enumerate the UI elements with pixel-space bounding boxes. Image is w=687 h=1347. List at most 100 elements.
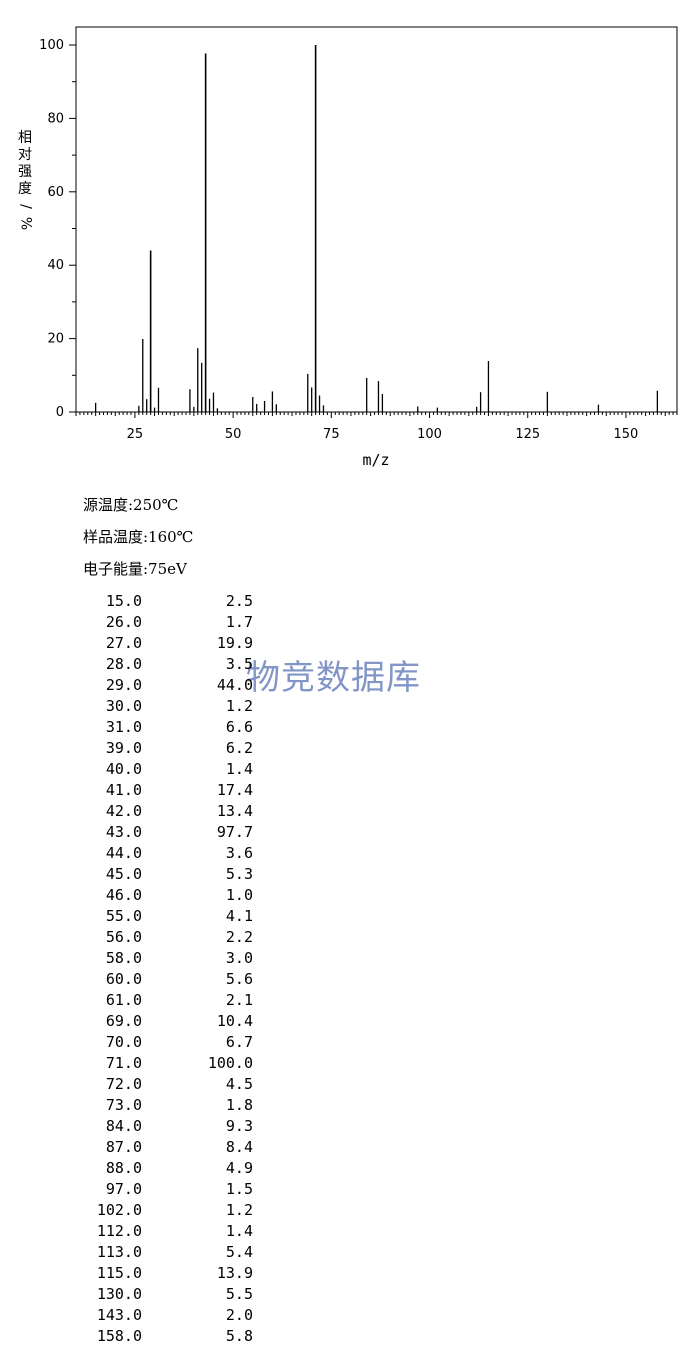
peak-mz: 70.0 (105, 1033, 142, 1051)
x-tick-label: 50 (225, 427, 242, 442)
peak-row: 43.0 97.7 (84, 822, 253, 843)
peak-mz: 40.0 (105, 760, 142, 778)
peak-row: 60.0 5.6 (84, 969, 253, 990)
peak-mz: 71.0 (105, 1054, 142, 1072)
peak-mz: 88.0 (105, 1159, 142, 1177)
peak-intensity: 1.4 (225, 1222, 253, 1240)
peak-mz: 46.0 (105, 886, 142, 904)
peak-row: 30.0 1.2 (84, 696, 253, 717)
peak-intensity: 1.7 (225, 613, 253, 631)
peak-row: 45.0 5.3 (84, 864, 253, 885)
peak-row: 61.0 2.1 (84, 990, 253, 1011)
y-tick-label: 0 (56, 405, 64, 420)
peak-row: 58.0 3.0 (84, 948, 253, 969)
peak-intensity: 5.8 (225, 1327, 253, 1345)
x-axis-label: m/z (362, 451, 389, 469)
peak-row: 55.0 4.1 (84, 906, 253, 927)
peak-row: 130.0 5.5 (84, 1284, 253, 1305)
x-tick-label: 75 (323, 427, 340, 442)
peak-row: 70.0 6.7 (84, 1032, 253, 1053)
peak-intensity: 4.1 (225, 907, 253, 925)
peak-intensity: 2.2 (225, 928, 253, 946)
y-axis-label-char: % (17, 216, 34, 231)
peak-intensity: 3.6 (225, 844, 253, 862)
peak-row: 87.0 8.4 (84, 1137, 253, 1158)
peak-row: 27.0 19.9 (84, 633, 253, 654)
peak-mz: 73.0 (105, 1096, 142, 1114)
peak-row: 31.0 6.6 (84, 717, 253, 738)
peak-intensity: 2.0 (225, 1306, 253, 1324)
peak-mz: 72.0 (105, 1075, 142, 1093)
peak-row: 115.0 13.9 (84, 1263, 253, 1284)
peak-intensity: 3.0 (225, 949, 253, 967)
peak-row: 28.0 3.5 (84, 654, 253, 675)
peak-mz: 56.0 (105, 928, 142, 946)
peak-intensity: 2.5 (225, 592, 253, 610)
peak-row: 40.0 1.4 (84, 759, 253, 780)
peak-mz: 61.0 (105, 991, 142, 1009)
peak-intensity: 1.4 (225, 760, 253, 778)
peak-mz: 41.0 (105, 781, 142, 799)
peak-row: 39.0 6.2 (84, 738, 253, 759)
x-tick-label: 25 (127, 427, 144, 442)
peak-mz: 31.0 (105, 718, 142, 736)
peak-mz: 112.0 (96, 1222, 142, 1240)
peak-row: 84.0 9.3 (84, 1116, 253, 1137)
peak-intensity: 1.2 (225, 1201, 253, 1219)
peak-row: 88.0 4.9 (84, 1158, 253, 1179)
peak-row: 158.0 5.8 (84, 1326, 253, 1347)
peak-row: 42.0 13.4 (84, 801, 253, 822)
peak-mz: 45.0 (105, 865, 142, 883)
y-axis-label-char: 相 (18, 130, 32, 146)
y-axis-label-char: 对 (18, 147, 32, 163)
peak-intensity: 17.4 (216, 781, 253, 799)
peak-intensity: 13.4 (216, 802, 253, 820)
peak-intensity: 6.2 (225, 739, 253, 757)
peak-row: 71.0 100.0 (84, 1053, 253, 1074)
peak-intensity: 2.1 (225, 991, 253, 1009)
peak-mz: 28.0 (105, 655, 142, 673)
peak-mz: 115.0 (96, 1264, 142, 1282)
peak-mz: 130.0 (96, 1285, 142, 1303)
y-axis-label-char: 强 (18, 164, 32, 180)
peak-intensity: 1.5 (225, 1180, 253, 1198)
x-tick-label: 125 (515, 427, 540, 442)
peak-row: 26.0 1.7 (84, 612, 253, 633)
watermark: 物竞数据库 (246, 658, 421, 698)
peak-intensity: 5.6 (225, 970, 253, 988)
peak-intensity: 5.3 (225, 865, 253, 883)
peak-mz: 43.0 (105, 823, 142, 841)
peak-row: 56.0 2.2 (84, 927, 253, 948)
peak-mz: 102.0 (96, 1201, 142, 1219)
peak-mz: 84.0 (105, 1117, 142, 1135)
peak-intensity: 4.5 (225, 1075, 253, 1093)
peak-mz: 97.0 (105, 1180, 142, 1198)
peak-mz: 143.0 (96, 1306, 142, 1324)
peak-intensity: 13.9 (216, 1264, 253, 1282)
acquisition-conditions: 源温度:250℃ 样品温度:160℃ 电子能量:75eV (83, 494, 193, 590)
x-tick-label: 100 (417, 427, 442, 442)
peak-row: 29.0 44.0 (84, 675, 253, 696)
peak-row: 69.0 10.4 (84, 1011, 253, 1032)
peak-row: 97.0 1.5 (84, 1179, 253, 1200)
peak-mz: 44.0 (105, 844, 142, 862)
peak-intensity: 6.7 (225, 1033, 253, 1051)
y-tick-label: 40 (47, 258, 64, 273)
peak-mz: 69.0 (105, 1012, 142, 1030)
peak-intensity: 10.4 (216, 1012, 253, 1030)
peak-mz: 87.0 (105, 1138, 142, 1156)
peak-row: 102.0 1.2 (84, 1200, 253, 1221)
peak-intensity: 4.9 (225, 1159, 253, 1177)
peak-row: 41.0 17.4 (84, 780, 253, 801)
peak-mz: 42.0 (105, 802, 142, 820)
source-temperature: 源温度:250℃ (83, 496, 179, 514)
peak-mz: 58.0 (105, 949, 142, 967)
y-tick-label: 20 (47, 332, 64, 347)
y-tick-label: 80 (47, 111, 64, 126)
plot-frame (75, 26, 678, 413)
peak-table: 15.0 2.5 26.0 1.7 27.0 19.9 28.0 3.5 29.0 44.0 30.… (84, 591, 253, 1347)
peak-intensity: 19.9 (216, 634, 253, 652)
peak-row: 73.0 1.8 (84, 1095, 253, 1116)
peak-intensity: 9.3 (225, 1117, 253, 1135)
x-axis: 25 50 75 100 125 150 (75, 412, 678, 442)
